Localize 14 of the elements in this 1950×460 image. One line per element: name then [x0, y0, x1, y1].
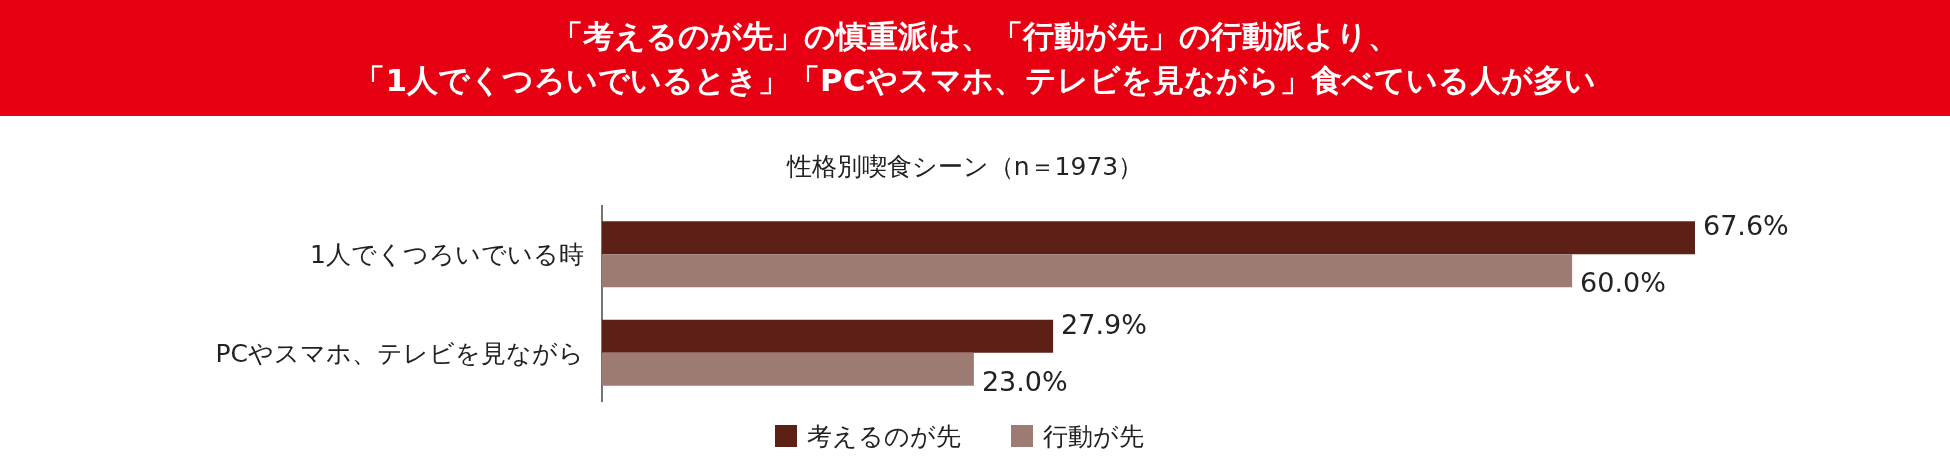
legend-label: 行動が先 — [1043, 422, 1144, 451]
chart-title: 「考えるのが先」の慎重派は、「行動が先」の行動派より、「1人でくつろいでいるとき」「PCやスマホ、テレビを見ながら」食べている人が多い — [354, 18, 1596, 98]
data-label: 60.0% — [1580, 267, 1666, 299]
chart-subtitle: 性格別喫食シーン（n＝1973） — [785, 152, 1144, 181]
bar — [602, 221, 1695, 255]
data-label: 67.6% — [1703, 210, 1789, 242]
data-label: 23.0% — [981, 365, 1068, 397]
bar — [602, 319, 1054, 353]
y-tick-label: 1人でくつろいでいる時 — [310, 240, 584, 270]
bar — [602, 254, 1573, 288]
bar — [602, 352, 974, 386]
data-label: 27.9% — [1061, 308, 1147, 340]
legend-label: 考えるのが先 — [807, 422, 961, 451]
y-tick-label: PCやスマホ、テレビを見ながら — [215, 338, 584, 368]
